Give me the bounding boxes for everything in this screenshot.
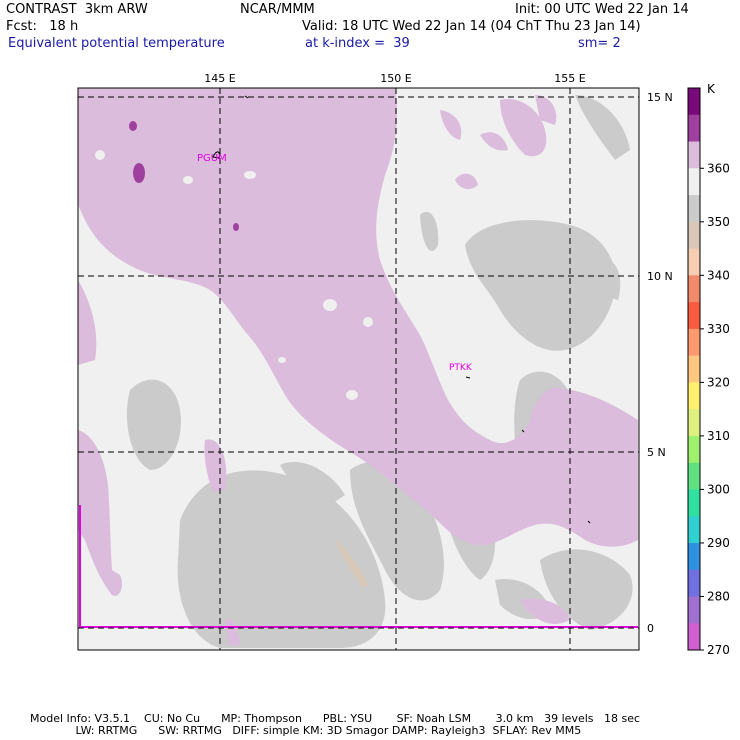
model-info-line2: LW: RRTMG SW: RRTMG DIFF: simple KM: 3D … <box>30 724 582 737</box>
colorbar-swatch <box>688 114 700 143</box>
island-outlines <box>212 95 591 524</box>
colorbar-label: 350 <box>707 215 730 229</box>
station-ptkk: PTKK <box>449 363 473 373</box>
model-info-line1: Model Info: V3.5.1 CU: No Cu MP: Thompso… <box>30 712 641 725</box>
lat-label-5n: 5 N <box>647 446 666 459</box>
colorbar-swatch <box>688 542 700 571</box>
level-info: at k-index = 39 <box>305 36 410 51</box>
colorbar-swatch <box>688 623 700 651</box>
colorbar-swatch <box>688 302 700 330</box>
theta-e-365-spots <box>129 121 239 231</box>
colorbar-border <box>687 87 701 651</box>
theta-e-355-patches <box>95 150 373 403</box>
center-name: NCAR/MMM <box>240 2 315 17</box>
theta-e-360-regions <box>78 88 638 645</box>
lat-label-10n: 10 N <box>647 270 673 283</box>
colorbar-unit: K <box>707 82 716 96</box>
lon-label-155: 155 E <box>554 72 585 85</box>
lat-lon-grid <box>78 88 639 650</box>
colorbar-label: 330 <box>707 322 730 336</box>
theta-e-345-spot <box>335 540 368 588</box>
lon-labels: 145 E 150 E 155 E <box>204 72 585 85</box>
colorbar-labels: 360 350 340 330 320 310 300 290 280 270 <box>707 161 730 657</box>
colorbar-swatch <box>688 516 700 544</box>
colorbar-swatch <box>688 221 700 250</box>
forecast-hour: Fcst: 18 h <box>6 19 79 34</box>
colorbar-label: 280 <box>707 589 730 603</box>
colorbar-label: 290 <box>707 536 730 550</box>
map-frame <box>77 87 640 651</box>
colorbar-swatch <box>688 489 700 517</box>
colorbar-label: 360 <box>707 161 730 175</box>
colorbar-label: 300 <box>707 482 730 496</box>
colorbar-swatch <box>688 382 700 410</box>
colorbar-swatch <box>688 409 700 437</box>
colorbar-label: 320 <box>707 375 730 389</box>
lat-labels: 15 N 10 N 5 N 0 <box>647 91 673 635</box>
colorbar-swatch <box>688 328 700 357</box>
colorbar <box>687 87 704 651</box>
colorbar-swatch <box>688 596 700 624</box>
colorbar-label: 310 <box>707 429 730 443</box>
colorbar-swatch <box>688 275 700 303</box>
valid-time: Valid: 18 UTC Wed 22 Jan 14 (04 ChT Thu … <box>302 19 641 34</box>
colorbar-swatch <box>688 355 700 383</box>
model-name: CONTRAST 3km ARW <box>6 2 148 17</box>
colorbar-swatch <box>688 435 700 464</box>
colorbar-swatch <box>688 248 700 276</box>
colorbar-swatch <box>688 88 700 116</box>
equator-line <box>79 505 638 628</box>
field-name: Equivalent potential temperature <box>8 36 225 51</box>
station-pgum: PGUM <box>197 153 227 164</box>
lat-label-15n: 15 N <box>647 91 673 104</box>
lat-label-0: 0 <box>647 622 654 635</box>
smoothing-info: sm= 2 <box>578 36 621 51</box>
lon-label-150: 150 E <box>380 72 411 85</box>
colorbar-swatch <box>688 569 700 597</box>
colorbar-swatch <box>688 462 700 490</box>
colorbar-swatch <box>688 141 700 169</box>
lon-label-145: 145 E <box>204 72 235 85</box>
init-time: Init: 00 UTC Wed 22 Jan 14 <box>515 2 689 17</box>
colorbar-label: 340 <box>707 268 730 282</box>
colorbar-swatch <box>688 168 700 196</box>
colorbar-label: 270 <box>707 643 730 657</box>
colorbar-swatch <box>688 195 700 223</box>
map-panel: PGUM PTKK 145 E 150 E 155 E 15 N 10 N 5 … <box>77 72 730 657</box>
